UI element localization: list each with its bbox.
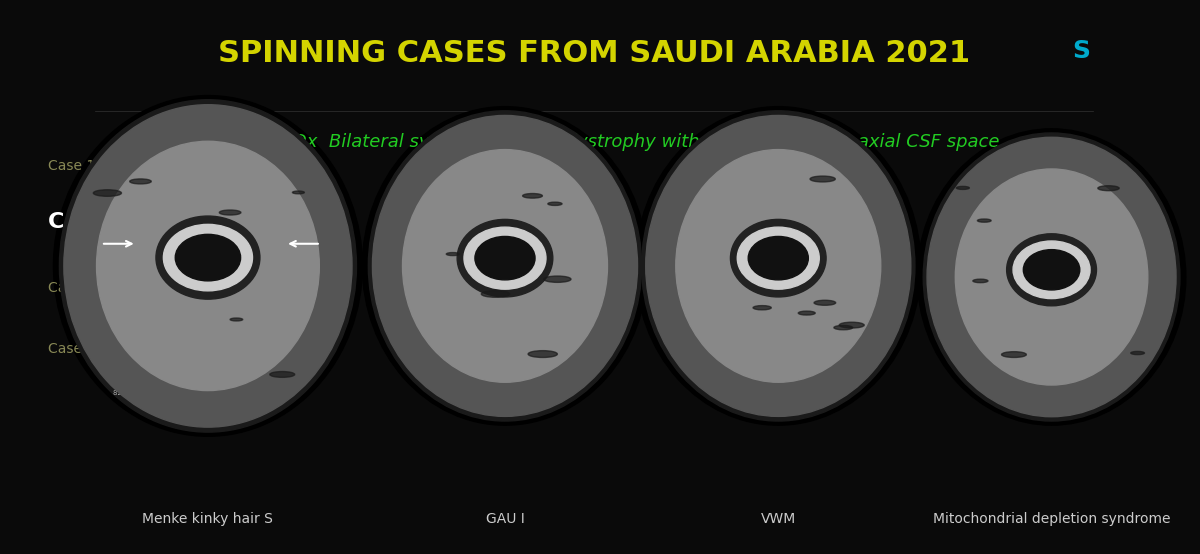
- Ellipse shape: [978, 219, 991, 222]
- Ellipse shape: [754, 306, 772, 310]
- Ellipse shape: [54, 96, 362, 437]
- Ellipse shape: [523, 193, 542, 198]
- Ellipse shape: [220, 210, 241, 215]
- Ellipse shape: [293, 191, 305, 194]
- Ellipse shape: [96, 141, 319, 391]
- Text: Case 1: Case 1: [48, 159, 95, 173]
- Ellipse shape: [731, 219, 826, 297]
- Ellipse shape: [1130, 351, 1145, 355]
- Ellipse shape: [368, 111, 642, 421]
- Ellipse shape: [834, 325, 853, 330]
- Ellipse shape: [475, 237, 535, 280]
- Text: Case 3: Case 3: [48, 281, 95, 295]
- Ellipse shape: [1098, 186, 1120, 191]
- Ellipse shape: [956, 186, 970, 189]
- Ellipse shape: [737, 227, 820, 289]
- Text: S: S: [1073, 39, 1091, 63]
- Ellipse shape: [362, 106, 648, 425]
- Ellipse shape: [457, 219, 553, 297]
- Ellipse shape: [646, 115, 911, 417]
- Ellipse shape: [60, 100, 356, 432]
- Ellipse shape: [464, 227, 546, 289]
- Text: Case 4: Case 4: [48, 342, 95, 356]
- Text: DDx  Bilateral symmetrical WM dystrophy with prominent extra-axial CSF space.: DDx Bilateral symmetrical WM dystrophy w…: [278, 133, 1004, 151]
- Ellipse shape: [481, 291, 510, 297]
- Ellipse shape: [810, 176, 835, 182]
- Text: 0 mm: 0 mm: [196, 206, 220, 215]
- Text: SPINNING CASES FROM SAUDI ARABIA 2021: SPINNING CASES FROM SAUDI ARABIA 2021: [218, 39, 970, 68]
- Text: Case 2: Case 2: [48, 212, 131, 232]
- Text: VWM: VWM: [761, 512, 796, 526]
- Ellipse shape: [676, 150, 881, 382]
- Ellipse shape: [1024, 250, 1080, 290]
- Ellipse shape: [1002, 352, 1026, 357]
- Ellipse shape: [973, 279, 988, 283]
- Ellipse shape: [64, 105, 352, 427]
- Ellipse shape: [917, 129, 1186, 425]
- Ellipse shape: [548, 202, 562, 206]
- Ellipse shape: [1007, 234, 1097, 306]
- Text: Mitochondrial depletion syndrome: Mitochondrial depletion syndrome: [932, 512, 1170, 526]
- Ellipse shape: [636, 106, 920, 425]
- Ellipse shape: [175, 234, 241, 281]
- Ellipse shape: [163, 224, 252, 291]
- Ellipse shape: [528, 351, 557, 357]
- Ellipse shape: [798, 311, 815, 315]
- Ellipse shape: [642, 111, 914, 421]
- Ellipse shape: [923, 133, 1180, 421]
- Ellipse shape: [94, 190, 121, 196]
- Ellipse shape: [928, 137, 1176, 417]
- Ellipse shape: [156, 216, 260, 299]
- Ellipse shape: [749, 237, 809, 280]
- Ellipse shape: [544, 276, 571, 283]
- Ellipse shape: [372, 115, 637, 417]
- Text: 828125 ms: 828125 ms: [113, 390, 152, 396]
- Ellipse shape: [446, 253, 460, 255]
- Ellipse shape: [270, 372, 295, 377]
- Text: Menke kinky hair S: Menke kinky hair S: [143, 512, 274, 526]
- Ellipse shape: [230, 318, 242, 321]
- Ellipse shape: [1013, 241, 1090, 299]
- Ellipse shape: [839, 322, 864, 328]
- Ellipse shape: [402, 150, 607, 382]
- Ellipse shape: [955, 169, 1148, 385]
- Ellipse shape: [814, 300, 835, 305]
- Ellipse shape: [130, 179, 151, 184]
- Text: GAU I: GAU I: [486, 512, 524, 526]
